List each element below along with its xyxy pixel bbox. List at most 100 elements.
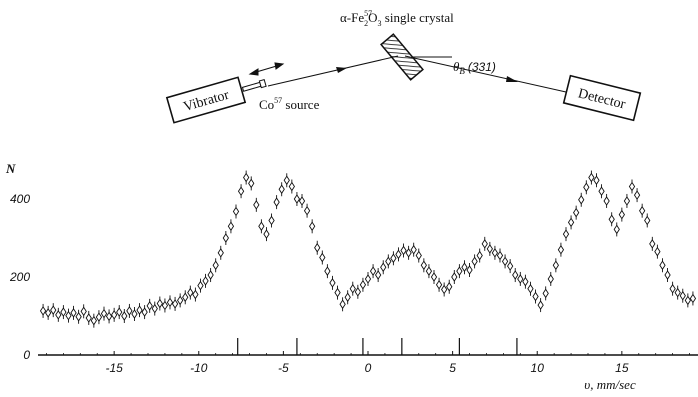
data-point [258,219,265,234]
data-point [268,213,275,228]
data-point [349,281,356,296]
x-tick-label: 5 [449,361,456,375]
data-point [75,309,82,324]
data-point [369,264,377,279]
data-point [593,173,600,188]
data-point [674,285,681,300]
data-point [136,303,143,318]
data-point [441,282,448,297]
data-point [141,305,148,320]
data-point [689,291,697,306]
data-point [603,193,610,208]
data-point [131,307,138,322]
crystal-slab [380,33,424,81]
data-point [415,248,422,263]
data-point [126,303,133,318]
data-point [111,307,118,322]
data-point [116,305,123,320]
data-point [542,286,549,301]
data-point [55,307,62,322]
data-point [151,301,158,316]
data-point [50,303,57,318]
data-point [263,227,270,242]
data-point [100,306,108,321]
incident-beam [267,55,399,87]
data-point [319,250,326,265]
data-point [354,284,361,299]
data-point [273,195,280,210]
data-point [329,275,336,290]
data-point [410,242,417,257]
data-point [232,204,240,219]
data-point [659,258,666,273]
data-point [491,245,499,260]
data-point [197,278,204,293]
data-point [298,193,306,208]
data-point [446,279,453,294]
data-point [583,180,590,195]
data-point [385,254,392,269]
data-point [283,173,290,188]
data-point [507,259,514,274]
chart-axes: -15 -10 -5 0 5 10 15 0 200 400 [9,192,698,375]
data-point [202,273,209,288]
data-point [608,212,615,227]
data-point [420,258,427,273]
x-tick-label: 0 [365,361,372,375]
data-point [166,295,174,310]
data-point [400,243,407,258]
y-tick-label: 0 [23,348,30,362]
data-point [395,247,402,262]
data-point [222,231,229,245]
x-tick-label: -15 [105,361,123,375]
data-point [481,236,488,251]
data-point [324,264,331,279]
bragg-angle-label: θB (331) [453,59,496,76]
data-point [633,188,641,203]
data-point [456,264,463,279]
data-point [639,203,646,218]
data-point [557,242,565,257]
vibration-arrow [248,62,285,76]
data-point [537,298,544,313]
data-point [303,203,311,218]
data-point [578,192,585,207]
data-point [522,274,529,289]
data-point [517,271,524,286]
data-point [288,179,295,194]
data-point [171,296,179,311]
y-axis-label: N [5,161,16,176]
data-point [344,290,351,305]
data-point [85,310,92,325]
data-point [486,241,493,256]
data-point [156,296,163,311]
y-tick-label: 200 [9,270,30,284]
data-point [95,310,103,325]
data-point [243,170,250,185]
data-point [380,260,387,275]
data-point [237,184,245,199]
data-point [501,254,509,269]
data-point [547,271,554,286]
data-point [65,308,72,323]
vibrator-box: Vibrator [165,76,247,124]
x-tick-label: 15 [615,361,629,375]
data-point [451,270,458,284]
data-point [684,293,691,308]
data-point [390,251,397,266]
data-point [527,281,534,296]
data-point [70,305,77,320]
data-point [314,240,321,255]
crystal-label: α-Fe57 2O3 single crystal [340,9,454,28]
data-point [679,288,686,303]
data-point [496,248,504,263]
data-point [613,222,620,237]
x-tick-label: 10 [531,361,545,375]
diffracted-beam [404,55,567,93]
data-point [471,254,478,269]
data-point [278,182,285,197]
data-point [212,258,219,273]
source-holder [241,78,267,92]
data-point [628,179,636,194]
